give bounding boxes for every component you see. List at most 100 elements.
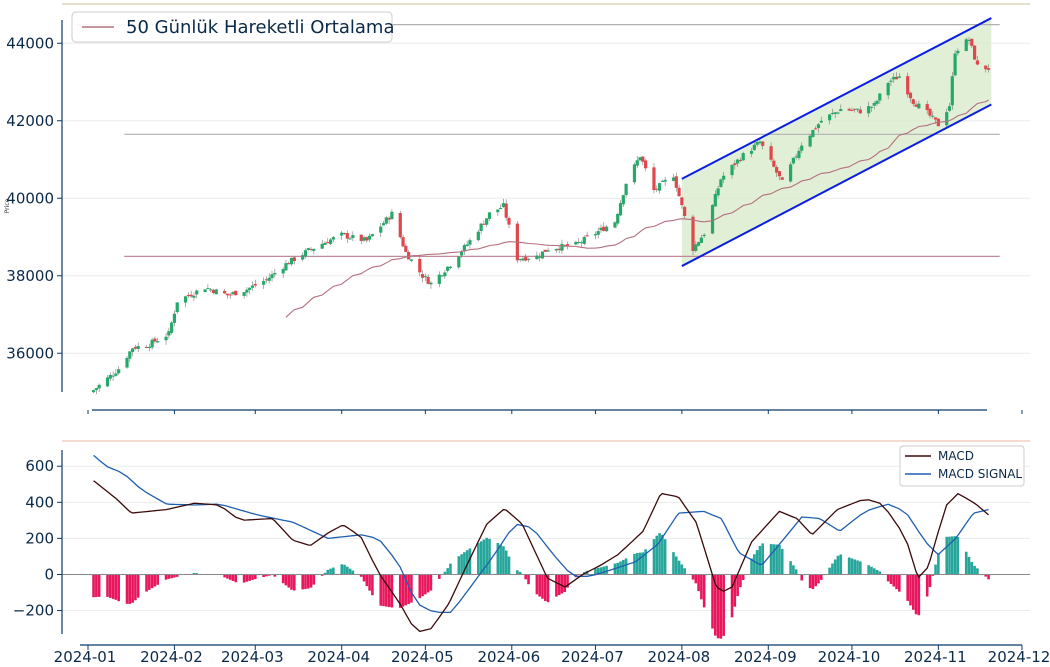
- macd-histogram-bar: [267, 574, 271, 576]
- candle-body: [830, 112, 835, 114]
- candle-body: [604, 226, 609, 232]
- candle-body: [663, 179, 667, 182]
- candle-body: [967, 39, 971, 41]
- candle-body: [808, 135, 812, 147]
- candle-body: [970, 38, 974, 46]
- x-tick-label: 2024-04: [307, 648, 370, 666]
- candle-body: [657, 183, 662, 191]
- macd-histogram-bar: [223, 574, 226, 578]
- macd-histogram-bar: [128, 574, 132, 604]
- macd-histogram-bar: [348, 568, 352, 575]
- macd-histogram-bar: [661, 534, 664, 575]
- candle-body: [797, 150, 801, 158]
- candle-body: [320, 243, 324, 249]
- macd-panel: −200 0 200 400 600 MACD MACD SIGNAL 2024-01 2024…: [13, 445, 1050, 666]
- macd-histogram-bar: [114, 574, 118, 600]
- macd-histogram-bar: [911, 574, 915, 610]
- candle-body: [189, 294, 193, 297]
- candle-body: [131, 348, 135, 352]
- macd-line: [93, 480, 989, 633]
- candle-body: [365, 237, 369, 241]
- candle-body: [262, 281, 266, 285]
- price-y-tick-label: 44000: [6, 34, 54, 52]
- candle-body: [741, 153, 745, 161]
- candle-body: [482, 223, 486, 225]
- macd-histogram-bar: [758, 545, 762, 575]
- candle-body: [225, 293, 230, 296]
- macd-histogram-bar: [95, 574, 98, 598]
- candle-body: [618, 203, 623, 216]
- macd-histogram-bar: [937, 553, 940, 575]
- candle-body: [487, 212, 492, 219]
- candle-body: [769, 146, 773, 160]
- candle-body: [170, 322, 174, 333]
- candle-body: [136, 346, 140, 350]
- candle-body: [460, 252, 464, 256]
- candle-body: [248, 287, 252, 290]
- candle-body: [387, 217, 391, 220]
- channel-upper-line: [681, 17, 992, 180]
- candle-body: [267, 277, 271, 281]
- macd-histogram-bar: [596, 567, 600, 575]
- candle-body: [306, 248, 310, 250]
- candle-body: [694, 244, 698, 251]
- candle-body: [872, 102, 876, 106]
- price-panel: 36000 38000 40000 42000 44000 Price 50 Günlük …: [4, 11, 1030, 414]
- macd-histogram-bar: [853, 559, 857, 575]
- macd-histogram-bar: [772, 544, 776, 575]
- candle-body: [426, 276, 430, 284]
- macd-histogram-bar: [875, 569, 879, 575]
- moving-average-line: [285, 99, 989, 318]
- candle-body: [722, 175, 726, 180]
- macd-histogram-bar: [624, 558, 628, 575]
- candle-body: [420, 274, 425, 278]
- macd-histogram-bar: [117, 574, 120, 602]
- macd-histogram-bar: [131, 574, 134, 603]
- macd-y-tick-label: −200: [13, 602, 54, 620]
- candle-body: [819, 120, 823, 123]
- candle-body: [696, 242, 701, 246]
- macd-histogram-bar: [967, 556, 971, 575]
- candle-body: [370, 234, 374, 237]
- macd-y-tick-label: 0: [44, 565, 54, 583]
- candle-body: [738, 160, 743, 162]
- macd-histogram-bar: [683, 568, 686, 575]
- candle-body: [644, 160, 648, 169]
- candle-body: [641, 156, 645, 162]
- macd-histogram-bar: [867, 565, 870, 575]
- candle-body: [381, 223, 386, 226]
- candle-body: [303, 250, 308, 257]
- macd-histogram-bar: [953, 536, 957, 575]
- macd-histogram-bar: [502, 546, 505, 575]
- macd-histogram-bar: [385, 574, 388, 607]
- candle-body: [945, 112, 949, 126]
- candle-body: [853, 108, 857, 110]
- candle-body: [214, 289, 218, 295]
- candle-body: [245, 289, 249, 293]
- candle-body: [660, 180, 664, 182]
- candle-body: [287, 263, 291, 265]
- macd-histogram-bar: [167, 574, 171, 579]
- macd-histogram-bar: [134, 574, 137, 601]
- macd-histogram-bar: [424, 574, 427, 595]
- macd-histogram-bar: [775, 544, 778, 575]
- macd-histogram-bar: [741, 574, 745, 580]
- legend-ma-label: 50 Günlük Hareketli Ortalama: [126, 17, 394, 38]
- candle-body: [501, 203, 506, 207]
- macd-histogram-bar: [265, 574, 268, 577]
- macd-histogram-bar: [340, 564, 344, 575]
- candle-body: [755, 142, 759, 145]
- macd-histogram-bar: [463, 552, 466, 575]
- macd-histogram-bar: [984, 574, 988, 577]
- candle-body: [398, 212, 402, 238]
- candle-body: [699, 237, 703, 243]
- macd-histogram-bar: [543, 574, 547, 601]
- macd-histogram-bar: [150, 574, 154, 589]
- macd-histogram-bar: [507, 556, 511, 575]
- candle-body: [828, 114, 832, 121]
- macd-histogram-bar: [635, 553, 639, 575]
- candle-body: [443, 272, 447, 277]
- macd-histogram-bar: [345, 566, 349, 575]
- macd-histogram-bar: [563, 574, 567, 593]
- candle-body: [499, 207, 503, 209]
